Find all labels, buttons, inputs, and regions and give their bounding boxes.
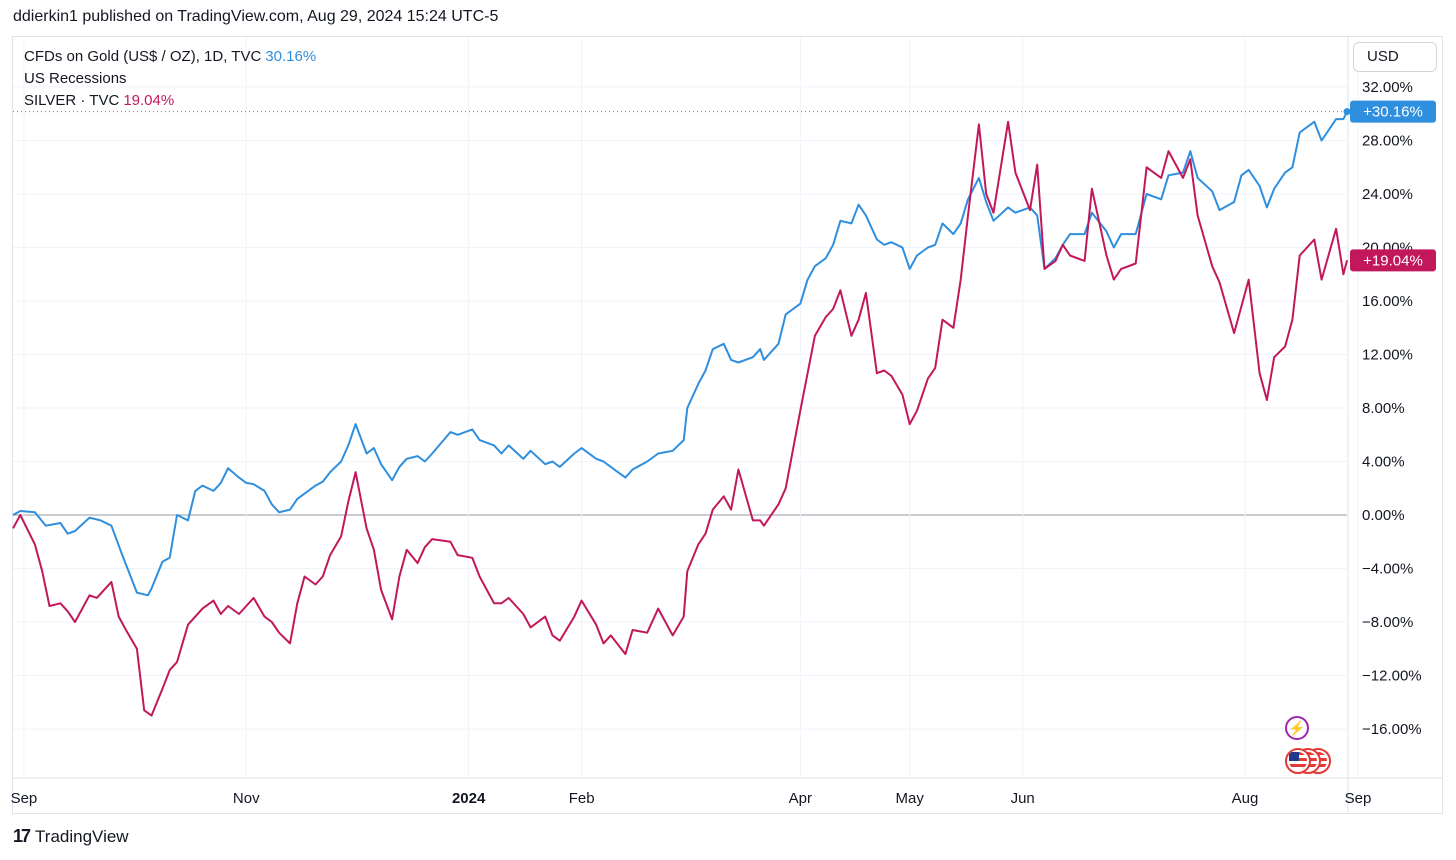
legend-silver-label: SILVER · TVC bbox=[24, 92, 120, 109]
currency-selector[interactable]: USD bbox=[1353, 42, 1437, 72]
x-tick-label: Sep bbox=[11, 790, 38, 807]
legend-gold[interactable]: CFDs on Gold (US$ / OZ), 1D, TVC 30.16% bbox=[24, 46, 316, 68]
x-tick-label: Sep bbox=[1345, 790, 1372, 807]
silver-last-badge-label: +19.04% bbox=[1363, 252, 1423, 269]
y-tick-label: −12.00% bbox=[1362, 668, 1422, 685]
y-tick-label: 28.00% bbox=[1362, 133, 1413, 150]
y-tick-label: 8.00% bbox=[1362, 400, 1405, 417]
x-tick-label: Jun bbox=[1011, 790, 1035, 807]
y-tick-label: −16.00% bbox=[1362, 721, 1422, 738]
tradingview-brand: TradingView bbox=[35, 826, 129, 846]
x-axis: Sep Nov 2024 Feb Apr May Jun Aug Sep bbox=[11, 790, 1372, 807]
last-value-badges: +30.16% +19.04% bbox=[1350, 100, 1436, 272]
y-tick-label: 4.00% bbox=[1362, 454, 1405, 471]
gold-last-badge-label: +30.16% bbox=[1363, 104, 1423, 121]
x-tick-label: 2024 bbox=[452, 790, 486, 807]
y-tick-label: −4.00% bbox=[1362, 561, 1413, 578]
series-lines bbox=[12, 108, 1351, 717]
y-tick-label: 24.00% bbox=[1362, 186, 1413, 203]
x-tick-label: Aug bbox=[1232, 790, 1259, 807]
gold-series-line bbox=[12, 111, 1348, 597]
x-tick-label: May bbox=[895, 790, 924, 807]
y-tick-label: −8.00% bbox=[1362, 614, 1413, 631]
legend-recessions[interactable]: US Recessions bbox=[24, 68, 316, 90]
grid-lines bbox=[13, 37, 1442, 813]
x-tick-label: Apr bbox=[789, 790, 812, 807]
us-flag-icon[interactable] bbox=[1285, 748, 1311, 774]
gold-last-badge bbox=[1350, 100, 1436, 123]
silver-last-badge bbox=[1350, 249, 1436, 272]
y-tick-label: 0.00% bbox=[1362, 507, 1405, 524]
legend-recessions-label: US Recessions bbox=[24, 70, 127, 87]
legend-silver[interactable]: SILVER · TVC 19.04% bbox=[24, 90, 316, 112]
y-tick-label: 16.00% bbox=[1362, 293, 1413, 310]
chart-frame bbox=[12, 36, 1443, 814]
x-tick-label: Feb bbox=[569, 790, 595, 807]
gold-last-point bbox=[1343, 108, 1351, 116]
legend-silver-value: 19.04% bbox=[123, 92, 175, 109]
silver-series-line bbox=[12, 120, 1349, 717]
tradingview-logo[interactable]: 17 TradingView bbox=[13, 826, 129, 847]
legend-gold-label: CFDs on Gold (US$ / OZ), 1D, TVC bbox=[24, 48, 262, 65]
y-tick-label: 32.00% bbox=[1362, 79, 1413, 96]
legend: CFDs on Gold (US$ / OZ), 1D, TVC 30.16% U… bbox=[24, 46, 316, 112]
y-tick-label: 12.00% bbox=[1362, 347, 1413, 364]
x-tick-label: Nov bbox=[233, 790, 260, 807]
lightning-bolt-icon[interactable]: ⚡ bbox=[1285, 716, 1309, 740]
y-axis: 32.00%28.00%24.00%20.00%16.00%12.00%8.00… bbox=[1362, 79, 1422, 738]
legend-gold-value: 30.16% bbox=[265, 48, 317, 65]
published-line: ddierkin1 published on TradingView.com, … bbox=[13, 8, 499, 25]
tradingview-logo-mark: 17 bbox=[13, 826, 31, 846]
